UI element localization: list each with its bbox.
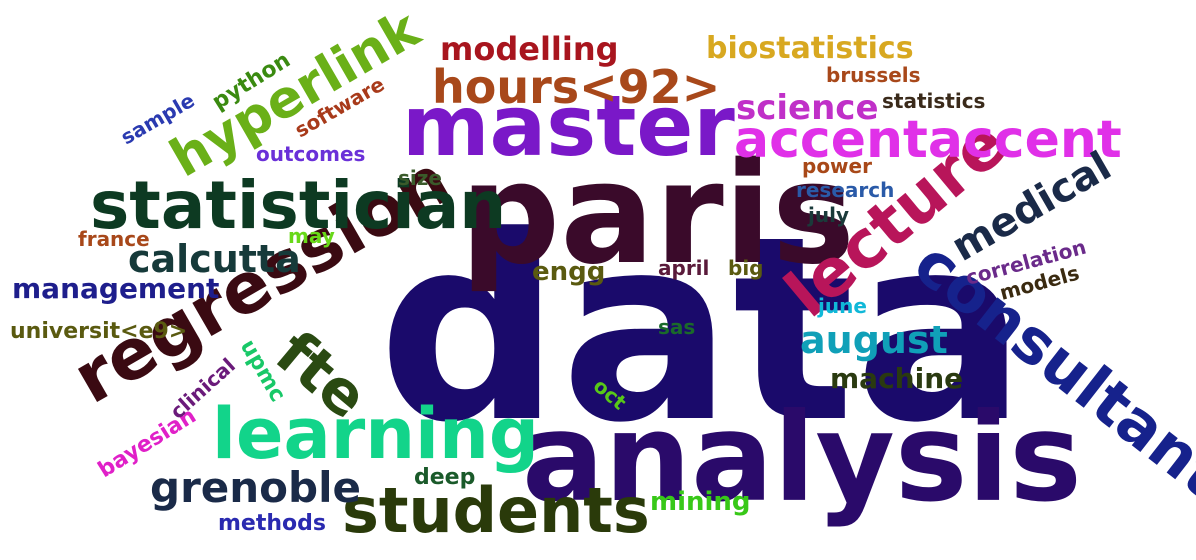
word-sas: sas [658,315,695,339]
word-paris: paris [460,133,855,296]
word-methods: methods [218,511,326,536]
word-management: management [12,272,219,305]
word-brussels: brussels [826,63,921,87]
word-big: big [728,256,764,280]
word-machine: machine [830,362,963,395]
word-outcomes: outcomes [256,142,365,166]
word-research: research [796,178,894,202]
word-hours: hours<92> [432,60,720,114]
word-size: size [398,166,442,190]
word-deep: deep [414,465,475,490]
word-april: april [658,256,709,280]
word-modelling: modelling [440,30,619,68]
word-mining: mining [650,487,751,517]
word-engg: engg [532,257,605,287]
word-data: data [378,182,1027,479]
word-universit: universit<e9> [10,319,187,344]
word-june: june [817,294,867,318]
word-statistics: statistics [882,89,985,113]
word-grenoble: grenoble [150,463,361,512]
word-analysis: analysis [522,387,1082,529]
word-july: july [807,203,849,227]
word-master: master [402,77,735,175]
word-biostatistics: biostatistics [706,31,914,66]
word-may: may [288,224,335,248]
word-power: power [802,154,872,178]
word-accentaccent: accentaccent [734,110,1122,170]
word-students: students [342,474,650,547]
word-august: august [800,318,948,362]
word-france: france [78,227,150,251]
word-learning: learning [212,393,539,475]
word-science: science [736,88,879,128]
word-calcutta: calcutta [128,237,301,281]
word-statistician: statistician [90,167,506,244]
